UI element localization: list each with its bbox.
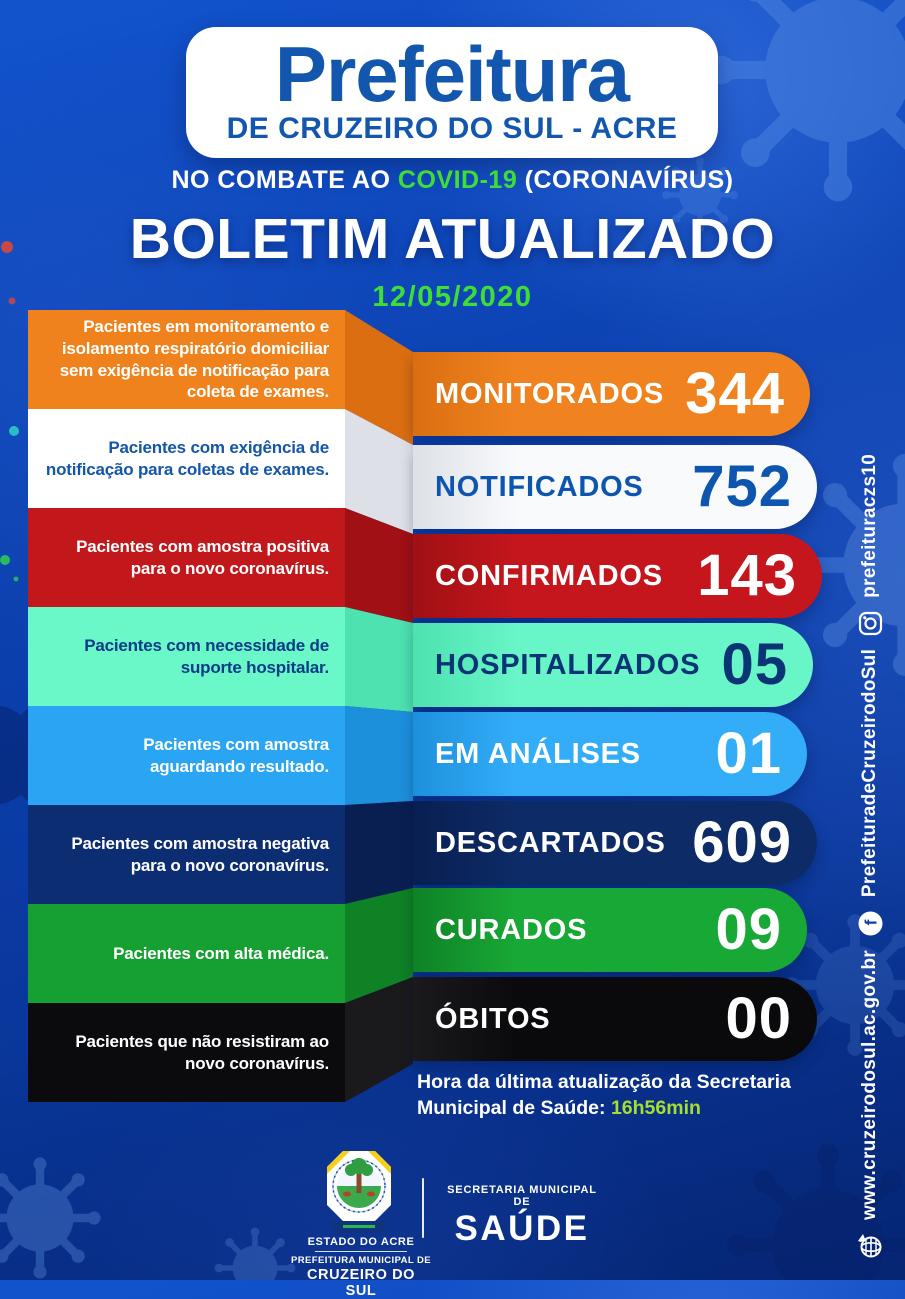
stat-row: Pacientes com necessidade de suporte hos… — [28, 607, 838, 712]
social-sidebar-track: www.cruzeirodosul.ac.gov.br f Prefeitura… — [846, 454, 894, 1264]
stat-row: Pacientes em monitoramento e isolamento … — [28, 310, 838, 445]
tagline-prefix: NO COMBATE AO — [171, 166, 398, 194]
update-time: 16h56min — [610, 1096, 701, 1119]
instagram-handle: prefeituraczs10 — [859, 453, 880, 598]
stat-value: 752 — [692, 454, 792, 519]
update-note-text: Hora da última atualização da Secretaria… — [417, 1071, 791, 1119]
crest-caption-prefeitura: PREFEITURA MUNICIPAL DE — [291, 1255, 431, 1266]
page-title: Prefeitura — [274, 29, 630, 118]
secretariat-name: SAÚDE — [454, 1209, 590, 1248]
stat-value: 00 — [725, 986, 792, 1051]
stat-label: CONFIRMADOS — [435, 559, 663, 592]
page-subtitle: DE CRUZEIRO DO SUL - ACRE — [226, 112, 678, 146]
patient-description-box: Pacientes com exigência de notificação p… — [28, 409, 345, 508]
patient-description: Pacientes com exigência de notificação p… — [45, 437, 329, 479]
stat-label: CURADOS — [435, 913, 588, 946]
bulletin-title: BOLETIM ATUALIZADO — [129, 207, 776, 271]
secretariat-block: SECRETARIA MUNICIPAL DE SAÚDE — [437, 1184, 607, 1249]
patient-description: Pacientes com amostra positiva para o no… — [76, 536, 329, 578]
stat-value: 609 — [692, 810, 792, 875]
stat-row: Pacientes com amostra negativa para o no… — [28, 801, 838, 904]
patient-description-box: Pacientes em monitoramento e isolamento … — [28, 310, 345, 409]
stat-value: 05 — [721, 632, 788, 697]
crest-caption-state: ESTADO DO ACRE — [307, 1236, 415, 1248]
patient-description-box: Pacientes com amostra positiva para o no… — [28, 508, 345, 607]
crest-caption-city: CRUZEIRO DO SUL — [306, 1267, 416, 1299]
stat-row: Pacientes que não resistiram ao novo cor… — [28, 977, 838, 1102]
patient-description: Pacientes com necessidade de suporte hos… — [84, 635, 329, 677]
tagline-suffix: (CORONAVÍRUS) — [517, 166, 734, 194]
stat-value: 09 — [715, 897, 782, 962]
stat-label: ÓBITOS — [435, 1002, 551, 1035]
update-note: Hora da última atualização da Secretaria… — [417, 1070, 855, 1121]
instagram-icon — [858, 611, 882, 635]
stat-label: HOSPITALIZADOS — [435, 648, 701, 681]
stat-pill: EM ANÁLISES 01 — [413, 712, 807, 796]
patient-description: Pacientes com amostra aguardando resulta… — [143, 734, 329, 776]
stat-label: NOTIFICADOS — [435, 470, 644, 503]
stat-label: MONITORADOS — [435, 377, 664, 410]
ribbon-fold — [345, 607, 413, 712]
stat-pill: MONITORADOS 344 — [413, 352, 810, 436]
patient-description: Pacientes que não resistiram ao novo cor… — [75, 1031, 329, 1073]
patient-description: Pacientes com alta médica. — [113, 943, 329, 963]
patient-description-box: Pacientes com amostra negativa para o no… — [28, 805, 345, 904]
stat-value: 143 — [697, 543, 797, 608]
stat-label: EM ANÁLISES — [435, 737, 641, 770]
patient-description-box: Pacientes com necessidade de suporte hos… — [28, 607, 345, 706]
municipal-crest — [327, 1151, 391, 1233]
ribbon-fold — [345, 706, 413, 805]
svg-text:f: f — [861, 919, 880, 925]
stat-pill: CURADOS 09 — [413, 888, 807, 972]
stat-label: DESCARTADOS — [435, 826, 666, 859]
website-url: www.cruzeirodosul.ac.gov.br — [859, 950, 880, 1220]
stat-value: 01 — [715, 721, 782, 786]
stat-row: Pacientes com amostra aguardando resulta… — [28, 706, 838, 805]
patient-description-box: Pacientes que não resistiram ao novo cor… — [28, 1003, 345, 1102]
header-card: Prefeitura DE CRUZEIRO DO SUL - ACRE — [186, 27, 718, 158]
tagline: NO COMBATE AO COVID-19 (CORONAVÍRUS) — [0, 166, 905, 195]
facebook-icon: f — [858, 911, 882, 936]
patient-description: Pacientes em monitoramento e isolamento … — [59, 317, 329, 402]
footer-divider — [422, 1178, 424, 1238]
stat-row: Pacientes com amostra positiva para o no… — [28, 508, 838, 623]
stat-pill: ÓBITOS 00 — [413, 977, 817, 1061]
stat-pill: NOTIFICADOS 752 — [413, 445, 817, 529]
tagline-covid-highlight: COVID-19 — [397, 166, 518, 194]
social-sidebar: www.cruzeirodosul.ac.gov.br f Prefeitura… — [846, 454, 894, 1264]
patient-description-box: Pacientes com alta médica. — [28, 904, 345, 1003]
patient-description-box: Pacientes com amostra aguardando resulta… — [28, 706, 345, 805]
stat-value: 344 — [685, 361, 785, 426]
patient-description: Pacientes com amostra negativa para o no… — [71, 833, 329, 875]
stat-pill: DESCARTADOS 609 — [413, 801, 817, 885]
secretariat-label: SECRETARIA MUNICIPAL DE — [447, 1184, 597, 1208]
crest-divider-line — [315, 1251, 407, 1252]
stat-pill: CONFIRMADOS 143 — [413, 534, 822, 618]
crest-captions: ESTADO DO ACRE PREFEITURA MUNICIPAL DE C… — [291, 1236, 431, 1299]
stat-row: Pacientes com exigência de notificação p… — [28, 409, 838, 534]
bulletin-date: 12/05/2020 — [372, 281, 533, 313]
ribbon-fold — [345, 801, 413, 904]
facebook-handle: PrefeituradeCruzeirodoSul — [859, 648, 880, 898]
stat-pill: HOSPITALIZADOS 05 — [413, 623, 813, 707]
globe-icon — [857, 1234, 881, 1258]
